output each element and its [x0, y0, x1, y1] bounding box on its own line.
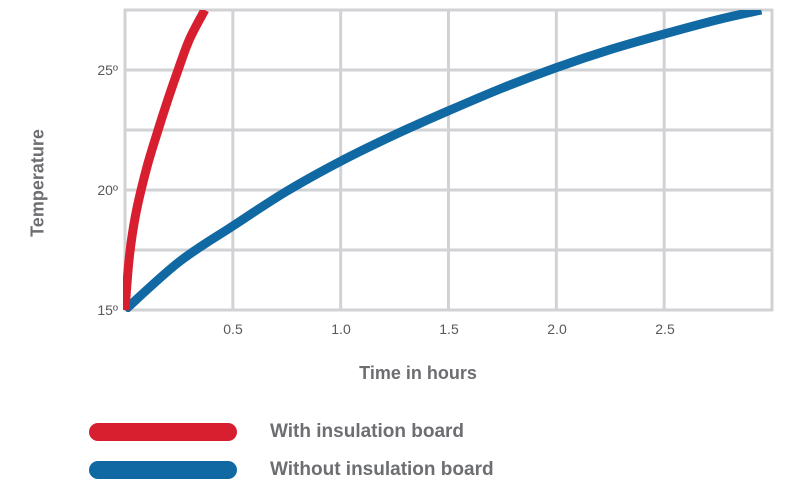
- series-line-with-insulation: [123, 10, 209, 311]
- legend-swatch-blue: [89, 461, 237, 479]
- x-tick-1-5: 1.5: [439, 321, 459, 337]
- legend-label: With insulation board: [270, 421, 465, 442]
- y-tick-25: 25º: [97, 62, 118, 78]
- legend-item-with-insulation: With insulation board: [89, 421, 464, 443]
- y-tick-15: 15º: [97, 302, 118, 318]
- data-lines: [123, 10, 763, 312]
- grid-lines: [123, 8, 774, 312]
- series-line-without-insulation: [123, 10, 763, 312]
- x-tick-2-0: 2.0: [547, 321, 567, 337]
- x-tick-2-5: 2.5: [655, 321, 675, 337]
- legend-item-without-insulation: Without insulation board: [89, 459, 494, 481]
- legend-label: Without insulation board: [270, 459, 494, 480]
- y-tick-20: 20º: [97, 182, 118, 198]
- y-axis-title: Temperature: [27, 129, 48, 237]
- x-tick-1-0: 1.0: [331, 321, 351, 337]
- x-axis-title: Time in hours: [359, 363, 477, 383]
- x-tick-0-5: 0.5: [223, 321, 243, 337]
- legend-swatch-red: [89, 423, 237, 441]
